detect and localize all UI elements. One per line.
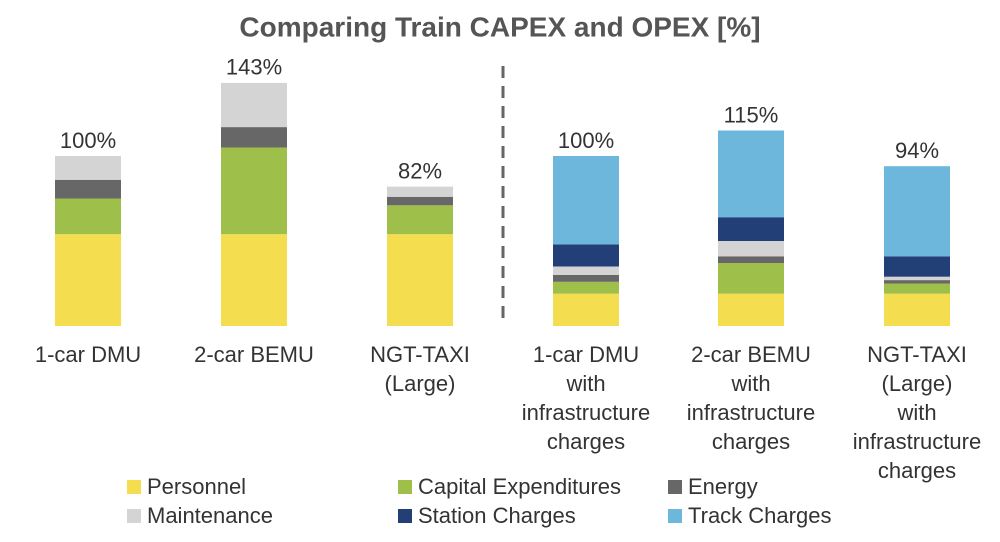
legend-label: Station Charges xyxy=(418,503,576,528)
legend-label: Maintenance xyxy=(147,503,273,528)
legend-swatch xyxy=(127,509,141,523)
x-tick-label: 2-car BEMU xyxy=(194,342,314,367)
bar-segment xyxy=(553,156,619,245)
bar-segment xyxy=(387,205,453,235)
bar-segment xyxy=(221,147,287,235)
legend-swatch xyxy=(398,509,412,523)
total-label: 100% xyxy=(558,128,614,153)
legend-item: Track Charges xyxy=(668,503,831,529)
legend-item: Station Charges xyxy=(398,503,576,529)
legend-swatch xyxy=(127,480,141,494)
x-tick-label: 1-car DMU xyxy=(34,342,142,367)
legend-label: Energy xyxy=(688,474,758,499)
total-label: 143% xyxy=(226,55,282,80)
bar-segment xyxy=(884,256,950,277)
bar-segment xyxy=(718,217,784,241)
bar-segment xyxy=(387,186,453,197)
bar-segment xyxy=(553,266,619,275)
bar-segment xyxy=(221,82,287,128)
bar-segment xyxy=(55,179,121,199)
bar-segment xyxy=(387,234,453,326)
x-tick-label: 2-car BEMU with infrastructure charges xyxy=(686,342,816,454)
legend-item: Energy xyxy=(668,474,758,500)
bar-segment xyxy=(884,293,950,326)
bar-segment xyxy=(553,281,619,294)
bar-segment xyxy=(55,198,121,235)
x-tick-label: NGT-TAXI (Large) xyxy=(370,342,470,396)
bar-segment xyxy=(55,156,121,180)
bar-segment xyxy=(387,196,453,206)
bar-segment xyxy=(718,256,784,264)
total-label: 115% xyxy=(724,102,779,127)
bar-segment xyxy=(884,280,950,284)
legend-swatch xyxy=(398,480,412,494)
chart-title: Comparing Train CAPEX and OPEX [%] xyxy=(239,11,760,42)
legend-item: Personnel xyxy=(127,474,246,500)
total-label: 100% xyxy=(60,128,116,153)
bar-segment xyxy=(553,275,619,282)
bar-segment xyxy=(553,293,619,326)
bar-segment xyxy=(553,244,619,267)
bar-segment xyxy=(884,283,950,294)
total-label: 94% xyxy=(895,138,939,163)
bar-segment xyxy=(884,166,950,257)
x-tick-label: NGT-TAXI (Large) with infrastructure cha… xyxy=(852,342,982,483)
legend-item: Capital Expenditures xyxy=(398,474,621,500)
bar-segment xyxy=(884,276,950,281)
legend-swatch xyxy=(668,509,682,523)
legend-item: Maintenance xyxy=(127,503,273,529)
bar-segment xyxy=(221,127,287,148)
legend-label: Personnel xyxy=(147,474,247,499)
bar-segment xyxy=(718,130,784,218)
bar-segment xyxy=(221,234,287,326)
legend-label: Capital Expenditures xyxy=(418,474,622,499)
bar-segment xyxy=(718,263,784,294)
legend-swatch xyxy=(668,480,682,494)
bar-segment xyxy=(55,234,121,326)
bar-segment xyxy=(718,293,784,326)
x-tick-label: 1-car DMU with infrastructure charges xyxy=(521,342,651,454)
legend-label: Track Charges xyxy=(688,503,832,528)
total-label: 82% xyxy=(398,158,442,183)
bar-segment xyxy=(718,241,784,257)
